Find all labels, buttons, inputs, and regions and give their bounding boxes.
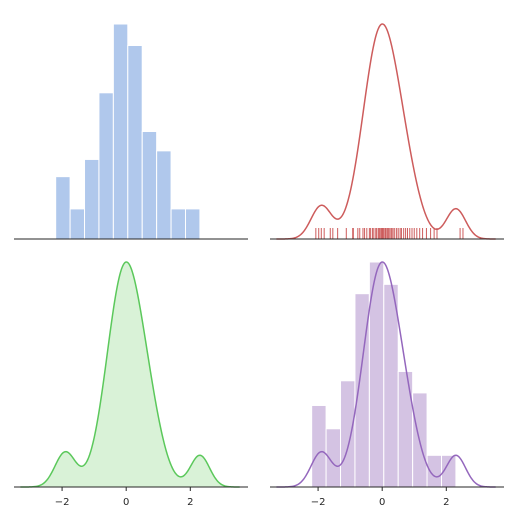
- x-tick-label-0: −2: [55, 497, 70, 508]
- histogram-bar-8: [170, 208, 186, 240]
- histogram-bar-2: [340, 380, 356, 488]
- histogram-bar-6: [397, 370, 414, 488]
- kde-curve-line: [20, 261, 240, 488]
- histogram-bar-2: [84, 158, 100, 240]
- x-tick-label-1: 0: [123, 497, 129, 508]
- kde-rug-panel-top-right: [270, 23, 504, 240]
- kde-curve-line: [276, 261, 496, 488]
- histogram-bar-5: [383, 283, 399, 488]
- histogram-bar-6: [141, 131, 158, 240]
- histogram-bar-7: [156, 150, 172, 240]
- kde-shaded-panel-bottom-left: −2 0 2: [14, 261, 248, 508]
- histogram-bar-0: [55, 176, 71, 240]
- hist-kde-panel-bottom-right: −2 0 2: [270, 261, 504, 508]
- histogram-bar-9: [184, 208, 201, 240]
- histogram-bar-1: [69, 208, 86, 240]
- x-tick-label-1: 0: [379, 497, 385, 508]
- x-tick-label-0: −2: [311, 497, 326, 508]
- x-tick-label-2: 2: [187, 497, 193, 508]
- kde-fill-area: [20, 262, 240, 487]
- kde-curve-line: [276, 23, 496, 240]
- histogram-panel-top-left: [14, 23, 248, 240]
- histogram-bar-0: [311, 404, 327, 488]
- x-tick-label-2: 2: [443, 497, 449, 508]
- histogram-bar-4: [112, 23, 129, 240]
- histogram-bar-5: [127, 45, 143, 240]
- histogram-bar-3: [98, 92, 114, 240]
